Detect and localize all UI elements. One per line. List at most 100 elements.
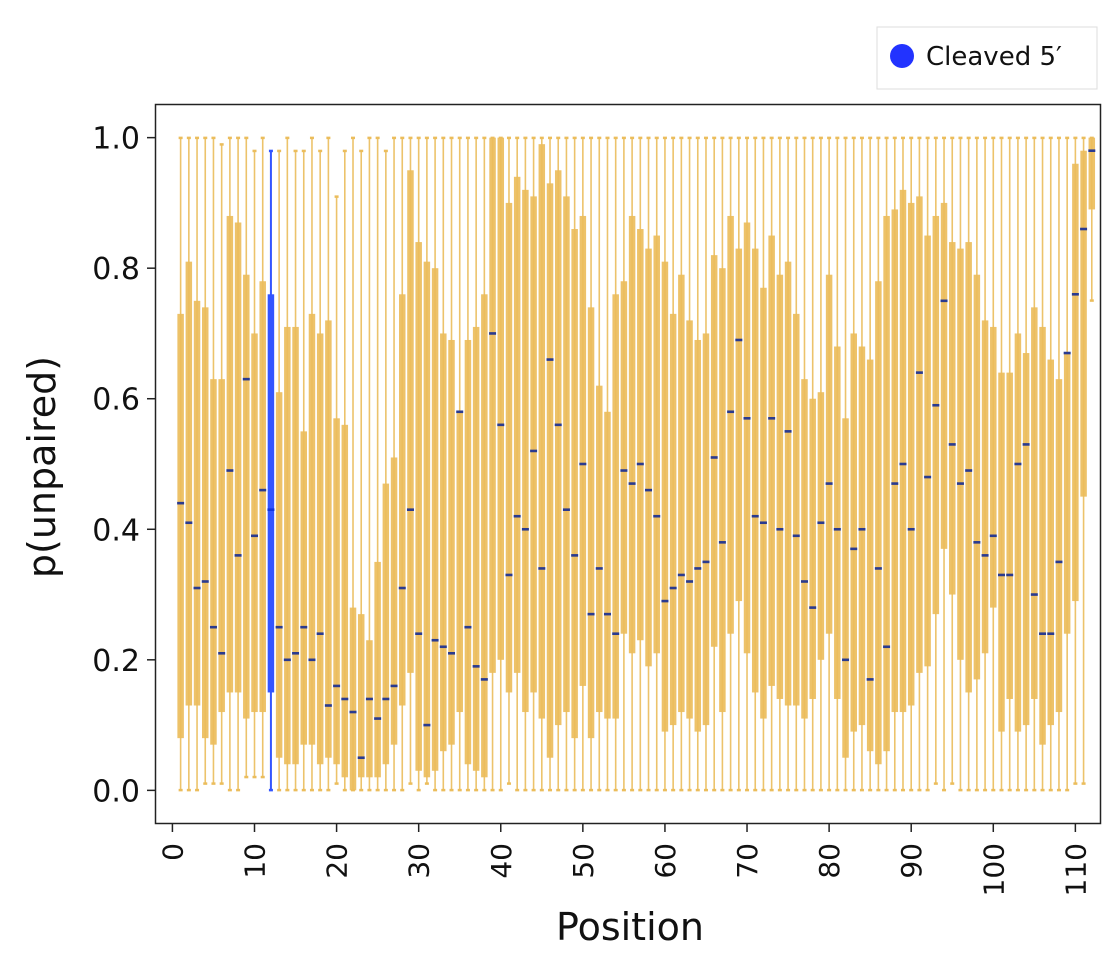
whisker-cap-low bbox=[983, 788, 988, 792]
whisker-cap-low bbox=[572, 788, 577, 792]
box-position-18 bbox=[316, 149, 324, 792]
median-marker bbox=[415, 632, 423, 636]
whisker-cap-high bbox=[342, 149, 347, 153]
box-iqr bbox=[497, 137, 505, 660]
median-marker bbox=[390, 684, 398, 688]
whisker-cap-low bbox=[900, 788, 905, 792]
whisker-cap-high bbox=[630, 136, 635, 140]
median-marker bbox=[439, 645, 447, 649]
whisker-cap-high bbox=[1081, 136, 1086, 140]
whisker-cap-low bbox=[786, 788, 791, 792]
median-marker bbox=[776, 527, 784, 531]
box-position-1 bbox=[177, 136, 185, 792]
box-position-71 bbox=[751, 136, 759, 792]
median-marker bbox=[924, 475, 932, 479]
box-position-112 bbox=[1088, 136, 1096, 302]
median-marker bbox=[727, 410, 735, 414]
whisker-cap-high bbox=[597, 136, 602, 140]
whisker-cap-high bbox=[900, 136, 905, 140]
box-position-54 bbox=[612, 136, 620, 792]
box-iqr bbox=[423, 261, 431, 778]
median-marker bbox=[603, 612, 611, 616]
whisker-cap-high bbox=[277, 149, 282, 153]
box-iqr bbox=[628, 215, 636, 654]
box-iqr bbox=[554, 170, 562, 726]
whisker-cap-high bbox=[564, 136, 569, 140]
box-position-69 bbox=[735, 136, 743, 792]
box-iqr bbox=[513, 176, 521, 673]
whisker-cap-high bbox=[654, 136, 659, 140]
whisker-cap-low bbox=[498, 788, 503, 792]
y-tick-label: 0.4 bbox=[92, 513, 140, 548]
median-marker bbox=[784, 430, 792, 433]
box-iqr bbox=[292, 326, 299, 765]
whisker-cap-high bbox=[556, 136, 561, 140]
box-position-105 bbox=[1030, 136, 1038, 792]
box-iqr bbox=[251, 333, 258, 713]
median-marker bbox=[530, 449, 538, 453]
box-position-43 bbox=[521, 136, 529, 792]
whisker-cap-high bbox=[244, 136, 249, 140]
box-iqr bbox=[234, 222, 242, 693]
box-iqr bbox=[719, 268, 726, 713]
box-position-48 bbox=[562, 136, 570, 792]
median-marker bbox=[333, 684, 341, 688]
whisker-cap-low bbox=[802, 788, 807, 792]
whisker-cap-high bbox=[424, 136, 429, 140]
y-tick-label: 0.0 bbox=[92, 774, 140, 809]
box-iqr bbox=[678, 274, 685, 713]
box-position-79 bbox=[817, 136, 825, 792]
whisker-cap-low bbox=[564, 788, 569, 792]
box-position-70 bbox=[743, 136, 751, 792]
box-iqr bbox=[399, 294, 406, 706]
whisker-cap-high bbox=[736, 136, 741, 140]
whisker-cap-low bbox=[392, 788, 397, 792]
whisker-cap-low bbox=[556, 788, 561, 792]
box-position-83 bbox=[850, 136, 858, 792]
whisker-cap-low bbox=[1081, 782, 1086, 785]
x-tick-label: 0 bbox=[156, 843, 189, 861]
whisker-cap-high bbox=[942, 136, 947, 140]
box-iqr bbox=[948, 242, 956, 595]
box-position-97 bbox=[965, 136, 973, 792]
box-iqr bbox=[866, 359, 874, 752]
whisker-cap-low bbox=[761, 788, 766, 792]
whisker-cap-low bbox=[999, 788, 1004, 792]
box-iqr bbox=[604, 411, 611, 719]
whisker-cap-high bbox=[219, 143, 224, 146]
whisker-cap-low bbox=[1032, 788, 1037, 792]
plot-marks bbox=[177, 136, 1096, 792]
box-iqr bbox=[760, 287, 767, 719]
whisker-cap-high bbox=[646, 136, 651, 140]
whisker-cap-high bbox=[745, 136, 750, 140]
box-iqr bbox=[210, 379, 217, 745]
box-position-64 bbox=[694, 136, 702, 792]
whisker-cap-high bbox=[408, 136, 413, 140]
median-marker bbox=[628, 482, 636, 485]
whisker-cap-low bbox=[334, 782, 339, 785]
box-iqr bbox=[817, 392, 825, 660]
box-position-66 bbox=[710, 136, 718, 792]
box-iqr bbox=[448, 339, 455, 745]
whisker-cap-low bbox=[679, 788, 684, 792]
median-marker bbox=[259, 488, 267, 492]
median-marker bbox=[209, 625, 217, 629]
median-marker bbox=[653, 514, 661, 518]
box-position-72 bbox=[759, 136, 767, 792]
whisker-cap-low bbox=[818, 788, 823, 792]
box-iqr bbox=[579, 215, 587, 686]
median-marker bbox=[365, 697, 373, 701]
box-position-27 bbox=[390, 136, 398, 792]
whisker-cap-high bbox=[383, 149, 388, 153]
box-iqr bbox=[891, 209, 899, 713]
median-marker bbox=[899, 462, 907, 466]
whisker-cap-high bbox=[712, 136, 717, 140]
median-marker bbox=[505, 573, 513, 577]
median-marker bbox=[817, 521, 825, 525]
median-marker bbox=[349, 710, 357, 714]
box-position-24 bbox=[365, 136, 373, 792]
box-iqr bbox=[259, 281, 266, 713]
median-marker bbox=[620, 469, 628, 472]
median-marker bbox=[636, 462, 644, 466]
box-position-76 bbox=[792, 136, 800, 792]
